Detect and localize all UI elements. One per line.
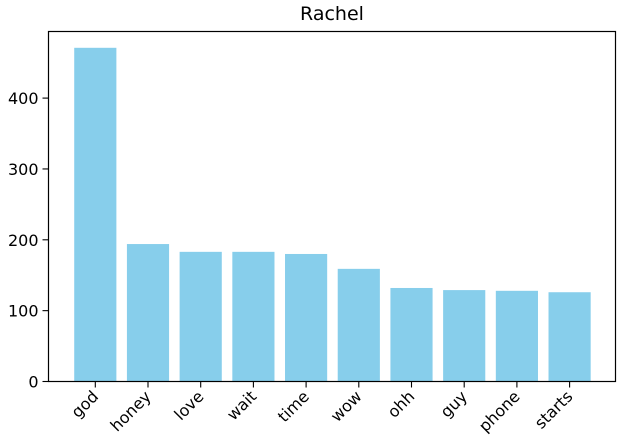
bar-starts <box>548 292 591 382</box>
x-tick-label: honey <box>106 387 154 435</box>
y-axis: 0 100 200 300 400 <box>8 89 49 392</box>
x-tick-label: guy <box>437 387 471 421</box>
bar-guy <box>443 290 486 382</box>
chart-title: Rachel <box>300 3 364 25</box>
y-tick-label: 0 <box>28 373 38 392</box>
bar-honey <box>126 244 170 382</box>
x-tick-label: starts <box>531 387 577 433</box>
y-tick-label: 400 <box>8 89 39 108</box>
y-tick-label: 200 <box>8 231 39 250</box>
bar-god <box>74 47 117 382</box>
y-tick-label: 100 <box>8 302 39 321</box>
x-tick-label: phone <box>475 387 524 436</box>
x-tick-label: god <box>67 387 102 422</box>
x-tick-label: ohh <box>384 387 419 422</box>
x-tick-label: wow <box>327 387 366 426</box>
bar-wait <box>232 251 275 382</box>
bar-phone <box>495 290 538 382</box>
x-tick-label: wait <box>223 387 260 424</box>
bar-time <box>285 253 328 382</box>
y-tick-label: 300 <box>8 160 39 179</box>
bars-group <box>74 47 591 382</box>
plot-frame <box>47 30 617 383</box>
bar-love <box>179 251 222 382</box>
x-tick-label: time <box>274 387 313 426</box>
x-tick-label: love <box>170 387 207 424</box>
x-axis: god honey love wait time wow ohh guy phone starts <box>67 381 577 436</box>
bar-ohh <box>390 287 433 382</box>
bar-wow <box>337 268 380 382</box>
